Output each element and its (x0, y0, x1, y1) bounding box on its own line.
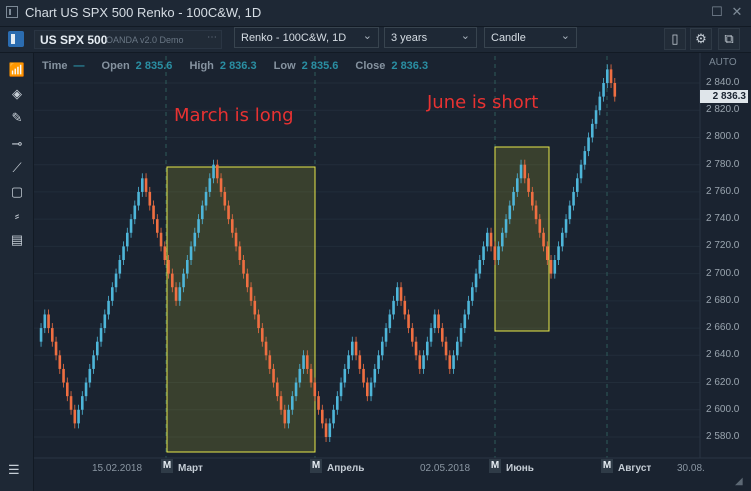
symbol-menu-icon[interactable]: ⋯ (207, 32, 217, 43)
chart-window-icon (6, 6, 18, 18)
layers-icon[interactable]: ◈ (12, 86, 22, 101)
symbol-selector[interactable]: US SPX 500 OANDA v2.0 Demo ⋯ (34, 30, 222, 49)
month-label: Август (618, 463, 652, 474)
style-dropdown[interactable]: Candle ⌄ (484, 27, 577, 48)
maximize-icon[interactable]: ☐ (711, 4, 723, 19)
june-annotation: June is short (427, 92, 539, 113)
x-tick-label: 02.05.2018 (420, 463, 471, 474)
window-title: Chart US SPX 500 Renko - 100C&W, 1D (25, 5, 262, 20)
month-badge: M (601, 459, 613, 473)
settings-gear-icon[interactable]: ⚙ (690, 28, 712, 50)
time-label: Time (42, 60, 68, 72)
chart-type-label: Renko - 100C&W, 1D (241, 32, 347, 44)
y-tick-label: 2 800.0 (706, 131, 740, 143)
y-tick-label: 2 700.0 (706, 267, 740, 279)
month-label: Апрель (327, 463, 365, 474)
x-tick-label: 30.08. (677, 463, 705, 474)
y-tick-label: 2 580.0 (706, 431, 740, 442)
open-label: Open (101, 60, 130, 72)
trend-line-icon[interactable]: ⟋ (12, 160, 22, 175)
horizontal-line-icon[interactable]: ⊸ (11, 136, 23, 151)
y-tick-label: 2 780.0 (706, 158, 740, 170)
close-value: 2 836.3 (391, 60, 429, 72)
open-value: 2 835.6 (135, 60, 173, 72)
fibonacci-icon[interactable]: ⸗ (14, 208, 20, 223)
auto-scale-toggle[interactable]: AUTO (709, 57, 737, 68)
indicators-icon[interactable]: 📶 (8, 62, 26, 77)
range-label: 3 years (391, 32, 428, 44)
range-dropdown[interactable]: 3 years ⌄ (384, 27, 477, 48)
time-value: — (73, 60, 85, 72)
title-bar: Chart US SPX 500 Renko - 100C&W, 1D ☐ ✕ (0, 0, 751, 27)
month-label: Июнь (506, 463, 534, 474)
mouse-mode-icon[interactable]: ▯ (664, 28, 686, 50)
march-highlight-box (166, 166, 316, 453)
month-badge: M (161, 459, 173, 473)
chevron-down-icon: ⌄ (362, 30, 372, 42)
y-tick-label: 2 620.0 (706, 376, 740, 388)
month-badge: M (310, 459, 322, 473)
provider-name: OANDA v2.0 Demo (106, 35, 184, 45)
x-tick-label: 15.02.2018 (92, 463, 143, 474)
side-panel-toggle-icon[interactable] (8, 31, 24, 47)
close-icon[interactable]: ✕ (731, 4, 743, 19)
low-value: 2 835.6 (301, 60, 339, 72)
y-tick-label: 2 720.0 (706, 240, 740, 252)
y-tick-label: 2 680.0 (706, 294, 740, 306)
ohlc-info-bar: Time — Open 2 835.6 High 2 836.3 Low 2 835.6… (42, 60, 442, 72)
resize-grip-icon[interactable]: ◢ (735, 476, 743, 487)
y-tick-label: 2 600.0 (706, 403, 740, 415)
chevron-down-icon: ⌄ (460, 30, 470, 42)
y-tick-label: 2 760.0 (706, 185, 740, 197)
month-label: Март (178, 463, 203, 474)
chevron-down-icon: ⌄ (560, 30, 570, 42)
month-badge: M (489, 459, 501, 473)
low-label: Low (273, 60, 296, 72)
march-annotation: March is long (174, 105, 294, 126)
close-label: Close (355, 60, 386, 72)
high-value: 2 836.3 (219, 60, 257, 72)
style-label: Candle (491, 32, 526, 44)
current-price-label: 2 836.3 (700, 90, 748, 103)
chart-type-dropdown[interactable]: Renko - 100C&W, 1D ⌄ (234, 27, 379, 48)
text-tool-icon[interactable]: ▤ (10, 232, 24, 247)
y-tick-label: 2 660.0 (706, 322, 740, 334)
high-label: High (189, 60, 214, 72)
y-tick-label: 2 840.0 (706, 77, 740, 88)
y-tick-label: 2 640.0 (706, 349, 740, 361)
y-tick-label: 2 740.0 (706, 213, 740, 225)
rectangle-icon[interactable]: ▢ (10, 184, 24, 199)
drawing-tools-sidebar: 📶 ◈ ✎ ⊸ ⟋ ▢ ⸗ ▤ (0, 53, 34, 491)
menu-list-icon[interactable]: ☰ (8, 462, 20, 477)
pencil-icon[interactable]: ✎ (11, 110, 23, 125)
detach-window-icon[interactable]: ⧉ (718, 28, 740, 50)
y-tick-label: 2 820.0 (706, 104, 740, 116)
symbol-name: US SPX 500 (40, 33, 108, 47)
